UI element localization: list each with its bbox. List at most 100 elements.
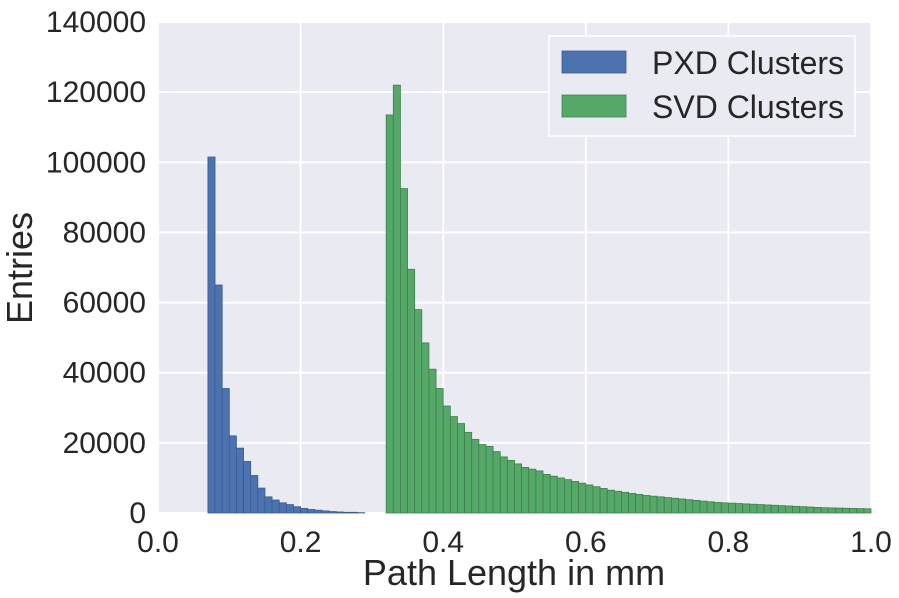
svd-bar [670, 497, 679, 514]
svd-bar [749, 503, 758, 514]
svd-bar [706, 501, 715, 514]
svd-bar [478, 444, 487, 514]
svd-bar [578, 482, 587, 514]
y-tick-labels: 0 20000 40000 60000 80000 100000 120000 140000 [46, 6, 146, 530]
svd-bar [720, 502, 729, 514]
svd-bar [442, 405, 451, 514]
y-tick-label: 120000 [46, 76, 146, 109]
svd-bar [827, 507, 836, 514]
svd-bar [763, 504, 772, 514]
svd-bar [813, 506, 822, 514]
svd-bar [756, 504, 765, 514]
svd-bar [471, 438, 480, 514]
legend-swatch-svd [561, 94, 627, 118]
pxd-bar [335, 511, 344, 514]
svd-bar [777, 505, 786, 514]
svd-bar [599, 488, 608, 514]
svd-bar [728, 502, 736, 514]
pxd-bar [321, 510, 330, 514]
svd-bar [521, 467, 530, 514]
pxd-bar [264, 496, 273, 514]
y-tick-label: 60000 [63, 287, 146, 320]
svd-bar [685, 499, 694, 514]
y-tick-label: 80000 [63, 216, 146, 249]
svd-bar [628, 492, 637, 514]
pxd-bar [236, 447, 244, 514]
svd-bar [506, 459, 515, 514]
svd-bar [606, 489, 615, 514]
y-tick-label: 140000 [46, 6, 146, 39]
svd-bar [692, 499, 701, 514]
pxd-bar [278, 502, 287, 514]
svd-bar [621, 491, 629, 514]
svd-bar [863, 508, 872, 514]
x-tick-label: 0.0 [137, 526, 179, 559]
svd-bar [856, 508, 865, 514]
svd-bar [792, 505, 801, 514]
svd-bar [457, 423, 465, 514]
svd-bar [564, 479, 572, 514]
svd-bar [656, 496, 665, 514]
svd-bar [842, 507, 851, 514]
svd-bar [785, 505, 793, 514]
pxd-bar [207, 156, 216, 514]
svd-bar [492, 451, 501, 514]
svd-bar [834, 507, 843, 514]
svd-bar [407, 268, 416, 514]
svd-bar [514, 463, 523, 514]
x-tick-label: 0.2 [280, 526, 322, 559]
svd-bar [392, 84, 401, 514]
svd-bar [464, 431, 473, 514]
pxd-bar [293, 506, 302, 514]
pxd-bar [228, 435, 237, 514]
pxd-bar [300, 508, 309, 514]
svd-bar [449, 416, 458, 514]
svd-bar [556, 477, 565, 514]
y-tick-label: 20000 [63, 427, 146, 460]
pxd-bar [285, 504, 294, 514]
pxd-bar [221, 388, 230, 514]
svd-bar [713, 502, 722, 514]
x-tick-label: 0.8 [708, 526, 750, 559]
pxd-bar [307, 509, 316, 514]
svd-bar [485, 445, 494, 514]
svd-bar [635, 494, 644, 514]
svd-bar [820, 507, 829, 514]
svd-bar [535, 470, 544, 514]
svd-bar [499, 456, 508, 514]
svd-bar [549, 475, 558, 514]
x-tick-label: 0.6 [565, 526, 607, 559]
svd-bar [435, 388, 444, 514]
legend-swatch-pxd [561, 50, 627, 74]
legend-label-svd: SVD Clusters [652, 89, 844, 125]
svd-bar [414, 309, 423, 514]
pxd-bar [328, 511, 337, 514]
pxd-bar [257, 487, 266, 514]
svd-bar [542, 474, 551, 514]
histogram-bars [207, 84, 872, 514]
svd-bar [400, 188, 408, 514]
x-axis-label: Path Length in mm [363, 552, 665, 593]
y-tick-label: 100000 [46, 146, 146, 179]
svd-bar [742, 503, 751, 514]
pxd-bar [314, 509, 323, 514]
x-tick-label: 0.4 [422, 526, 464, 559]
x-tick-label: 1.0 [850, 526, 892, 559]
svd-bar [678, 498, 687, 514]
svd-bar [799, 506, 808, 514]
svd-bar [571, 481, 580, 514]
y-tick-label: 40000 [63, 357, 146, 390]
svd-bar [735, 503, 744, 514]
svd-bar [592, 486, 601, 514]
svd-bar [613, 490, 622, 514]
y-axis-label: Entries [0, 212, 40, 324]
pxd-bar [342, 511, 351, 514]
svd-bar [585, 484, 594, 514]
pxd-bar [350, 511, 359, 514]
pxd-bar [243, 461, 252, 514]
pxd-bar [271, 499, 280, 514]
svd-bar [428, 368, 437, 514]
grid-lines [157, 21, 872, 514]
x-tick-labels: 0.0 0.2 0.4 0.6 0.8 1.0 [137, 526, 892, 559]
